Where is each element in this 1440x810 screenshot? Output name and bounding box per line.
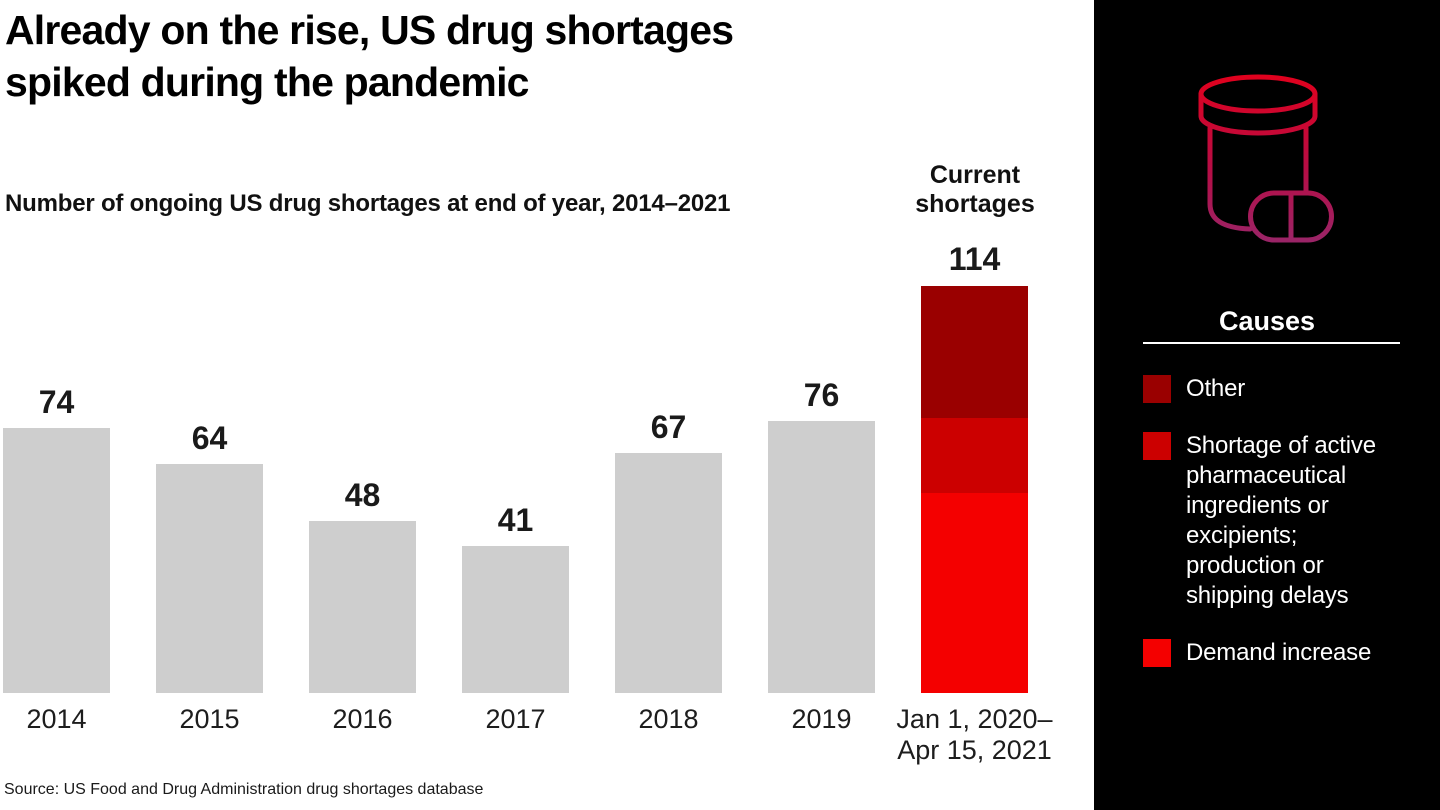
bar: [768, 421, 875, 693]
bar: [615, 453, 722, 693]
causes-sidebar: Causes Other Shortage of active pharmace…: [1094, 0, 1440, 810]
bar-column-2017: 41 2017: [462, 285, 569, 734]
bar-column-2016: 48 2016: [309, 285, 416, 734]
x-axis-label: 2014: [26, 704, 87, 734]
x-axis-label: 2019: [791, 704, 852, 734]
bar-column-jan-1-2020-: 114 Jan 1, 2020– Apr 15, 2021: [896, 242, 1052, 765]
plot-area: 74 2014 64 2015 48 2016 41 2017 67 2018 76 2019 114 J…: [3, 242, 1053, 765]
segment-other: [921, 286, 1028, 418]
bar-column-2015: 64 2015: [156, 285, 263, 734]
bar: [309, 521, 416, 693]
source-note: Source: US Food and Drug Administration …: [4, 781, 484, 798]
page-title-line2: spiked during the pandemic: [5, 59, 529, 105]
page-title: Already on the rise, US drug shortages s…: [5, 4, 734, 108]
bar-column-2018: 67 2018: [615, 285, 722, 734]
legend-swatch-api-shortage: [1143, 432, 1171, 460]
bar-value-label: 41: [497, 502, 534, 538]
segment-api-shortage: [921, 418, 1028, 493]
x-axis-label: Jan 1, 2020– Apr 15, 2021: [896, 704, 1053, 765]
causes-divider: [1143, 342, 1400, 344]
bar: [156, 464, 263, 693]
bar: [3, 428, 110, 693]
bar-value-label: 67: [650, 409, 687, 445]
current-shortages-label: Current shortages: [915, 161, 1035, 218]
causes-heading: Causes: [1218, 306, 1316, 336]
legend-item-api-shortage: Shortage of active pharmaceutical ingred…: [1143, 431, 1410, 611]
legend-label-other: Other: [1186, 375, 1246, 402]
bar: [462, 546, 569, 693]
bar-column-2019: 76 2019: [768, 285, 875, 734]
legend-label-api-shortage: Shortage of active pharmaceutical ingred…: [1186, 432, 1376, 609]
bar-value-label: 48: [344, 477, 381, 513]
bar-column-2014: 74 2014: [3, 285, 110, 734]
segment-demand-increase: [921, 493, 1028, 693]
stacked-bar-current-shortages: [921, 286, 1028, 693]
pill-bottle-icon: [1198, 74, 1334, 243]
x-axis-label: 2018: [638, 704, 699, 734]
legend-swatch-demand-increase: [1143, 639, 1171, 667]
page-title-line1: Already on the rise, US drug shortages: [5, 7, 734, 53]
x-axis-label: 2015: [179, 704, 240, 734]
bar-value-label: 74: [38, 384, 75, 420]
legend-item-demand-increase: Demand increase: [1143, 638, 1410, 668]
bar-value-label: 114: [948, 241, 1001, 277]
legend-swatch-other: [1143, 375, 1171, 403]
x-axis-label: 2017: [485, 704, 546, 734]
legend: Other Shortage of active pharmaceutical …: [1143, 374, 1410, 695]
bar-value-label: 64: [191, 420, 228, 456]
legend-item-other: Other: [1143, 374, 1410, 404]
chart-subtitle: Number of ongoing US drug shortages at e…: [5, 190, 731, 217]
bar-value-label: 76: [803, 377, 840, 413]
x-axis-label: 2016: [332, 704, 393, 734]
legend-label-demand-increase: Demand increase: [1186, 639, 1372, 666]
